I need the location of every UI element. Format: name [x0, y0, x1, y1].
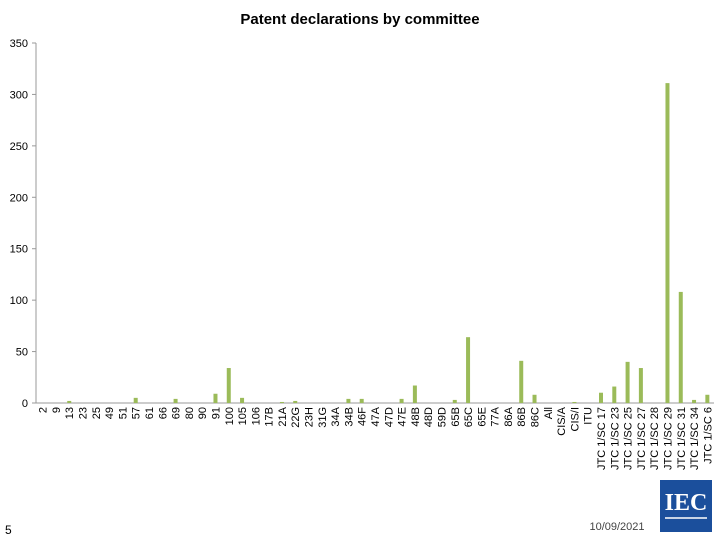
x-tick-label: ITU	[583, 407, 595, 425]
bar	[678, 291, 683, 403]
x-tick-label: JTC 1/SC 34	[689, 407, 701, 470]
x-tick-label: 31G	[317, 407, 329, 428]
x-tick-label: 2	[38, 407, 50, 413]
x-tick-label: 77A	[490, 406, 502, 426]
bar	[519, 360, 524, 403]
x-tick-label: 57	[131, 407, 143, 419]
y-tick-label: 300	[10, 89, 28, 101]
bar	[359, 398, 364, 403]
bar	[399, 398, 404, 403]
x-tick-label: 51	[117, 407, 129, 419]
logo-text: IEC	[665, 490, 708, 516]
x-tick-label: 13	[64, 407, 76, 419]
x-tick-label: 17B	[264, 407, 276, 427]
bar	[466, 337, 471, 403]
x-tick-label: 48D	[423, 407, 435, 427]
x-tick-label: 59D	[436, 407, 448, 427]
bar	[240, 397, 245, 403]
x-tick-label: 91	[210, 407, 222, 419]
y-tick-label: 250	[10, 141, 28, 153]
bar	[612, 386, 617, 403]
chart-title: Patent declarations by committee	[240, 11, 479, 28]
bar	[599, 392, 603, 403]
bar	[452, 399, 457, 403]
x-tick-label: JTC 1/SC 6	[702, 407, 714, 464]
x-tick-label: 69	[171, 407, 183, 419]
y-tick-label: 150	[10, 244, 28, 256]
x-tick-label: JTC 1/SC 31	[676, 407, 688, 470]
bar	[532, 394, 537, 403]
bar	[226, 368, 231, 403]
x-tick-label: 22G	[290, 407, 302, 428]
x-tick-label: 90	[197, 407, 209, 419]
x-tick-label: 65E	[476, 407, 488, 427]
x-tick-label: CIS/I	[569, 407, 581, 431]
bar	[412, 385, 417, 403]
x-tick-label: 34A	[330, 406, 342, 426]
x-tick-label: 23	[78, 407, 90, 419]
x-tick-label: 86B	[516, 407, 528, 427]
x-tick-label: JTC 1/SC 25	[623, 407, 635, 470]
x-tick-label: 100	[224, 407, 236, 425]
y-tick-label: 50	[16, 347, 28, 359]
x-tick-label: 61	[144, 407, 156, 419]
x-tick-label: All	[543, 407, 555, 419]
bar	[213, 393, 218, 403]
x-tick-label: 46F	[357, 407, 369, 426]
x-tick-label: 48B	[410, 407, 422, 427]
bar	[692, 399, 697, 403]
x-tick-label: 65B	[450, 407, 462, 427]
x-tick-label: JTC 1/SC 29	[662, 407, 674, 470]
y-tick-label: 100	[10, 295, 28, 307]
date: 10/09/2021	[589, 521, 644, 533]
x-tick-label: 23H	[304, 407, 316, 427]
x-tick-label: 9	[51, 407, 63, 413]
bar	[625, 361, 630, 403]
bar	[705, 394, 710, 403]
x-tick-label: 105	[237, 407, 249, 425]
x-tick-label: JTC 1/SC 28	[649, 407, 661, 470]
x-tick-label: JTC 1/SC 23	[609, 407, 621, 470]
x-tick-label: 66	[157, 407, 169, 419]
bar	[665, 83, 670, 403]
bar	[346, 398, 351, 403]
x-tick-label: CIS/A	[556, 406, 568, 435]
bar	[638, 368, 643, 403]
logo-box	[660, 480, 712, 532]
y-tick-label: 0	[22, 398, 28, 410]
bar	[279, 401, 284, 403]
x-tick-label: 86A	[503, 406, 515, 426]
bar	[67, 400, 72, 403]
x-tick-label: 34B	[343, 407, 355, 427]
y-tick-label: 350	[10, 38, 28, 50]
x-tick-label: JTC 1/SC 27	[636, 407, 648, 470]
y-tick-label: 200	[10, 192, 28, 204]
page-number: 5	[5, 523, 12, 537]
x-tick-label: 65C	[463, 407, 475, 427]
x-tick-label: 21A	[277, 406, 289, 426]
x-tick-label: 86C	[530, 407, 542, 427]
x-tick-label: 80	[184, 407, 196, 419]
x-tick-label: 47A	[370, 406, 382, 426]
bar	[133, 397, 138, 403]
bar	[173, 398, 178, 403]
x-tick-label: 47E	[397, 407, 409, 427]
x-tick-label: 47D	[383, 407, 395, 427]
bar	[572, 401, 577, 403]
x-tick-label: 49	[104, 407, 116, 419]
bar	[293, 400, 298, 403]
x-tick-label: 106	[250, 407, 262, 425]
x-tick-label: 25	[91, 407, 103, 419]
x-tick-label: JTC 1/SC 17	[596, 407, 608, 470]
